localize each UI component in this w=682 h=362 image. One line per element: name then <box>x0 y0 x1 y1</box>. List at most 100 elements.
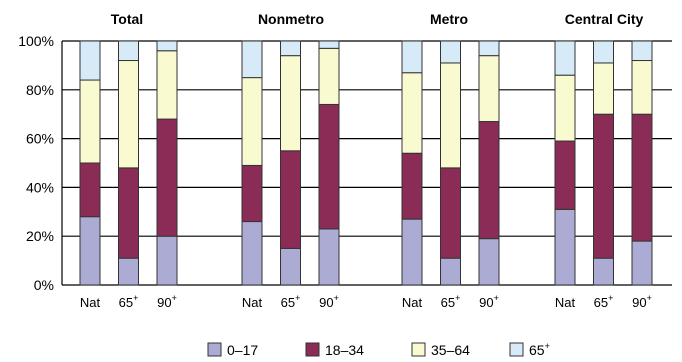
bar-segment <box>593 257 614 286</box>
bar-segment <box>318 228 340 286</box>
bar-segment <box>280 150 301 249</box>
y-tick-label: 0% <box>34 277 54 293</box>
group-title: Total <box>111 11 143 27</box>
bar-segment <box>280 55 301 152</box>
x-tick-label-text: 65 <box>594 295 608 310</box>
grid-layer <box>61 40 672 286</box>
x-tick-label-text: 90 <box>632 295 646 310</box>
legend-label: 0–17 <box>227 342 258 358</box>
legend-label-text: 18–34 <box>325 342 364 358</box>
bar-segment <box>631 40 653 62</box>
x-tick-label-superscript: + <box>608 293 613 303</box>
bar-segment <box>318 47 340 105</box>
x-tick-label-text: 65 <box>441 295 455 310</box>
bar-segment <box>118 40 139 62</box>
x-tick-label: Nat <box>80 295 101 310</box>
bar-segment <box>156 50 178 120</box>
x-tick-label-text: Nat <box>242 295 263 310</box>
bar-layer <box>79 40 653 286</box>
bar-segment <box>118 257 139 286</box>
bar-segment <box>554 74 576 142</box>
group-title: Nonmetro <box>258 11 324 27</box>
y-tick-label: 100% <box>18 33 54 49</box>
legend-label-text: 0–17 <box>227 342 258 358</box>
bar-segment <box>241 77 263 166</box>
legend-label-text: 35–64 <box>431 342 470 358</box>
bar-segment <box>631 113 653 242</box>
x-tick-label-superscript: + <box>133 293 138 303</box>
bar-segment <box>440 62 461 169</box>
x-tick-label-text: 90 <box>319 295 333 310</box>
bar-segment <box>241 164 263 223</box>
bar-segment <box>156 235 178 286</box>
bar-segment <box>401 40 423 74</box>
bar-segment <box>118 60 139 169</box>
x-tick-label-superscript: + <box>494 293 499 303</box>
x-tick-label: 90+ <box>319 293 339 310</box>
legend-swatch <box>509 342 524 357</box>
bar-segment <box>401 218 423 286</box>
bar-segment <box>478 55 500 123</box>
x-tick-label: 65+ <box>594 293 614 310</box>
legend-swatch <box>207 342 222 357</box>
x-tick-label: Nat <box>555 295 576 310</box>
bar-segment <box>79 216 101 286</box>
bar-segment <box>593 113 614 259</box>
x-tick-label-superscript: + <box>455 293 460 303</box>
x-tick-label: Nat <box>402 295 423 310</box>
legend-label-text: 65 <box>529 342 545 358</box>
bar-segment <box>241 40 263 79</box>
x-tick-label-superscript: + <box>334 293 339 303</box>
x-tick-label-text: Nat <box>402 295 423 310</box>
legend: 0–17 18–34 35–64 65+ <box>207 341 550 358</box>
legend-label: 35–64 <box>431 342 470 358</box>
bar-segment <box>478 121 500 240</box>
bar-segment <box>401 72 423 154</box>
y-tick-label: 80% <box>26 82 54 98</box>
x-tick-label: 65+ <box>441 293 461 310</box>
bar-segment <box>79 162 101 218</box>
x-axis-labels: Nat 65+ 90+ Nat 65+ 90+ Nat 65+ 90+ Nat 65+ 90+ <box>80 293 652 310</box>
x-tick-label-superscript: + <box>295 293 300 303</box>
bar-segment <box>593 62 614 115</box>
x-tick-label: 90+ <box>157 293 177 310</box>
bar-segment <box>631 60 653 115</box>
bar-segment <box>241 221 263 286</box>
bar-segment <box>554 140 576 210</box>
bar-segment <box>280 247 301 286</box>
group-title: Metro <box>430 11 468 27</box>
group-title: Central City <box>565 11 644 27</box>
bar-segment <box>318 40 340 49</box>
bar-segment <box>79 40 101 81</box>
bar-segment <box>593 40 614 64</box>
x-tick-label-text: 65 <box>119 295 133 310</box>
bar-segment <box>478 238 500 286</box>
bar-segment <box>440 167 461 259</box>
bar-segment <box>79 79 101 164</box>
bar-segment <box>631 240 653 286</box>
x-tick-label-text: Nat <box>80 295 101 310</box>
x-tick-label: 65+ <box>281 293 301 310</box>
group-titles: Total Nonmetro Metro Central City <box>111 11 644 27</box>
bar-segment <box>554 40 576 76</box>
x-tick-label-superscript: + <box>647 293 652 303</box>
bar-segment <box>401 152 423 220</box>
bar-segment <box>118 167 139 259</box>
y-tick-label: 40% <box>26 179 54 195</box>
x-tick-label-text: 90 <box>157 295 171 310</box>
y-tick-label: 20% <box>26 228 54 244</box>
y-axis-ticks: 0% 20% 40% 60% 80% 100% <box>18 33 54 293</box>
bar-segment <box>156 40 178 52</box>
bar-segment <box>280 40 301 57</box>
x-tick-label-text: Nat <box>555 295 576 310</box>
bar-segment <box>156 118 178 237</box>
x-tick-label-text: 90 <box>479 295 493 310</box>
x-tick-label-text: 65 <box>281 295 295 310</box>
legend-label-superscript: + <box>545 341 550 351</box>
x-tick-label: 90+ <box>479 293 499 310</box>
y-tick-label: 60% <box>26 131 54 147</box>
bar-segment <box>440 257 461 286</box>
bar-segment <box>554 208 576 286</box>
x-tick-label-superscript: + <box>172 293 177 303</box>
